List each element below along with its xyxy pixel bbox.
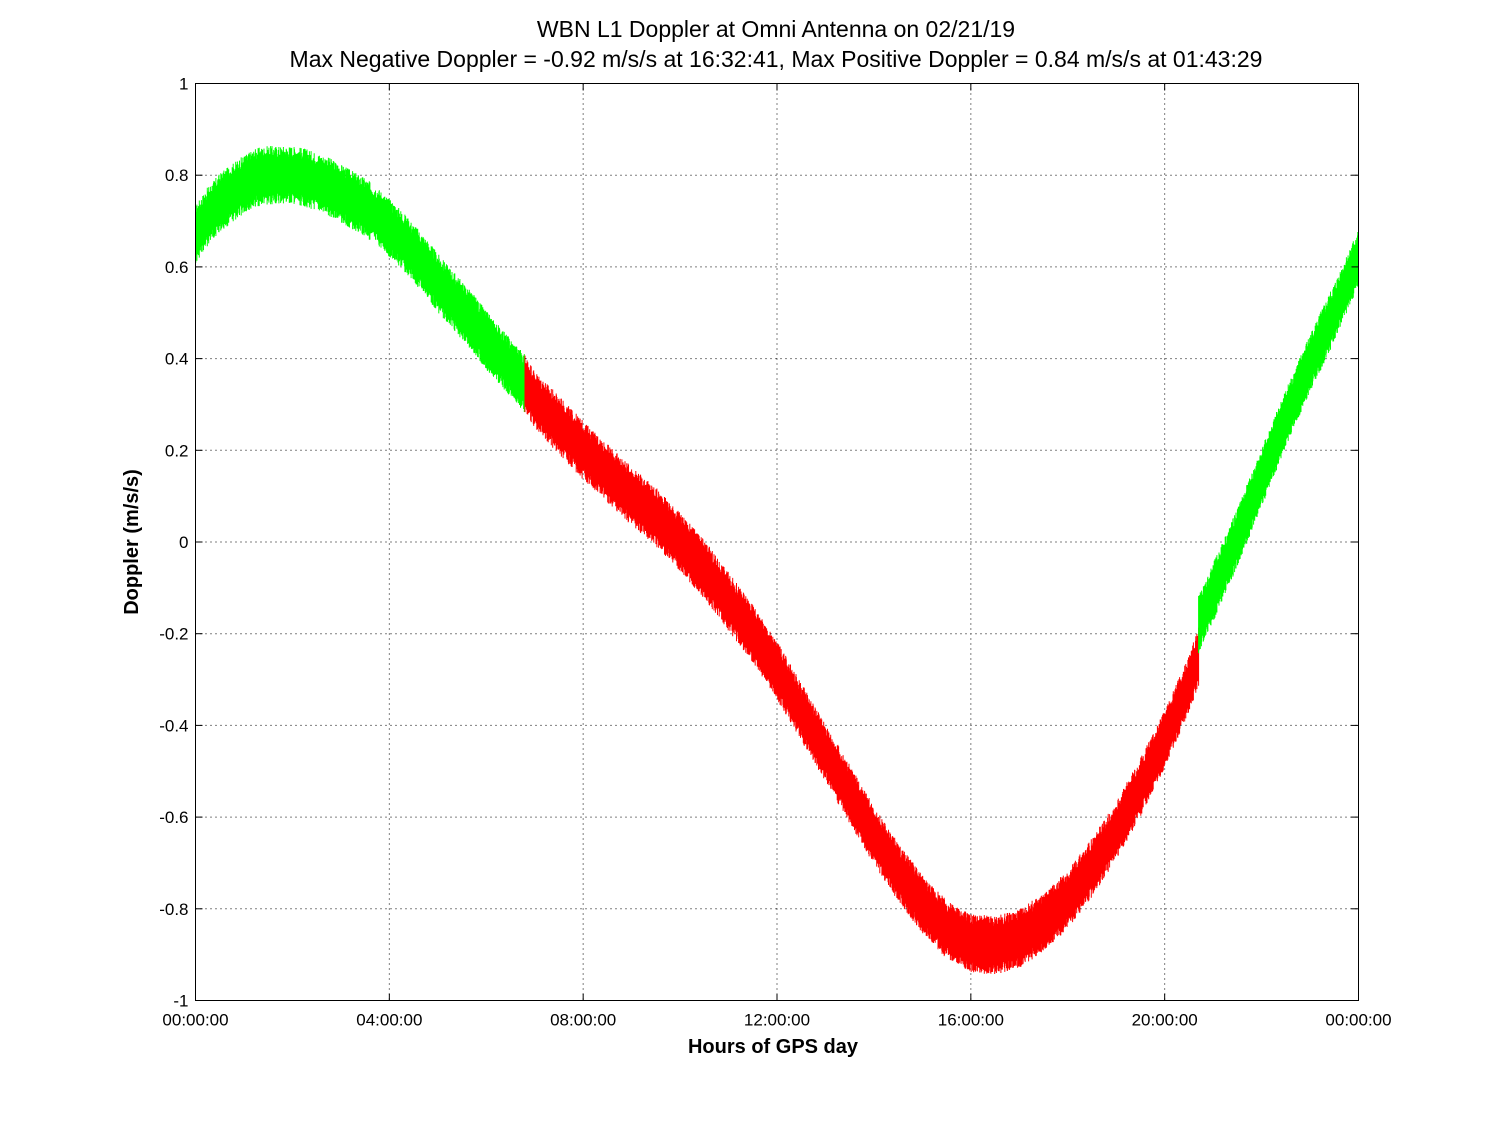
x-tick-label: 04:00:00 [356, 1011, 422, 1030]
y-tick-label: -0.8 [159, 900, 188, 919]
x-tick-label: 00:00:00 [162, 1011, 228, 1030]
series-2 [1198, 229, 1359, 654]
axis-ticks: 00:00:00 04:00:00 08:00:00 12:00:00 16:00:00… [159, 75, 1391, 1030]
series-noise [1198, 229, 1359, 654]
y-tick-label: 0 [179, 533, 188, 552]
series-1 [524, 355, 1200, 974]
y-tick-label: 0.4 [165, 350, 189, 369]
y-tick-label: 1 [179, 75, 188, 94]
x-tick-label: 12:00:00 [744, 1011, 810, 1030]
x-tick-label: 00:00:00 [1325, 1011, 1391, 1030]
y-axis-label: Doppler (m/s/s) [121, 469, 143, 615]
y-tick-label: -0.6 [159, 808, 188, 827]
x-axis-label: Hours of GPS day [688, 1036, 859, 1058]
x-tick-label: 16:00:00 [938, 1011, 1004, 1030]
y-tick-label: -0.4 [159, 716, 188, 735]
x-tick-label: 20:00:00 [1132, 1011, 1198, 1030]
y-tick-label: 0.8 [165, 166, 189, 185]
y-tick-label: 0.2 [165, 441, 189, 460]
x-tick-label: 08:00:00 [550, 1011, 616, 1030]
y-tick-label: 0.6 [165, 258, 189, 277]
series-noise [524, 355, 1200, 974]
y-tick-label: -0.2 [159, 625, 188, 644]
y-tick-label: -1 [173, 992, 188, 1011]
chart-title: WBN L1 Doppler at Omni Antenna on 02/21/… [537, 16, 1015, 42]
data-series [195, 146, 1359, 974]
chart-subtitle: Max Negative Doppler = -0.92 m/s/s at 16… [290, 46, 1263, 72]
